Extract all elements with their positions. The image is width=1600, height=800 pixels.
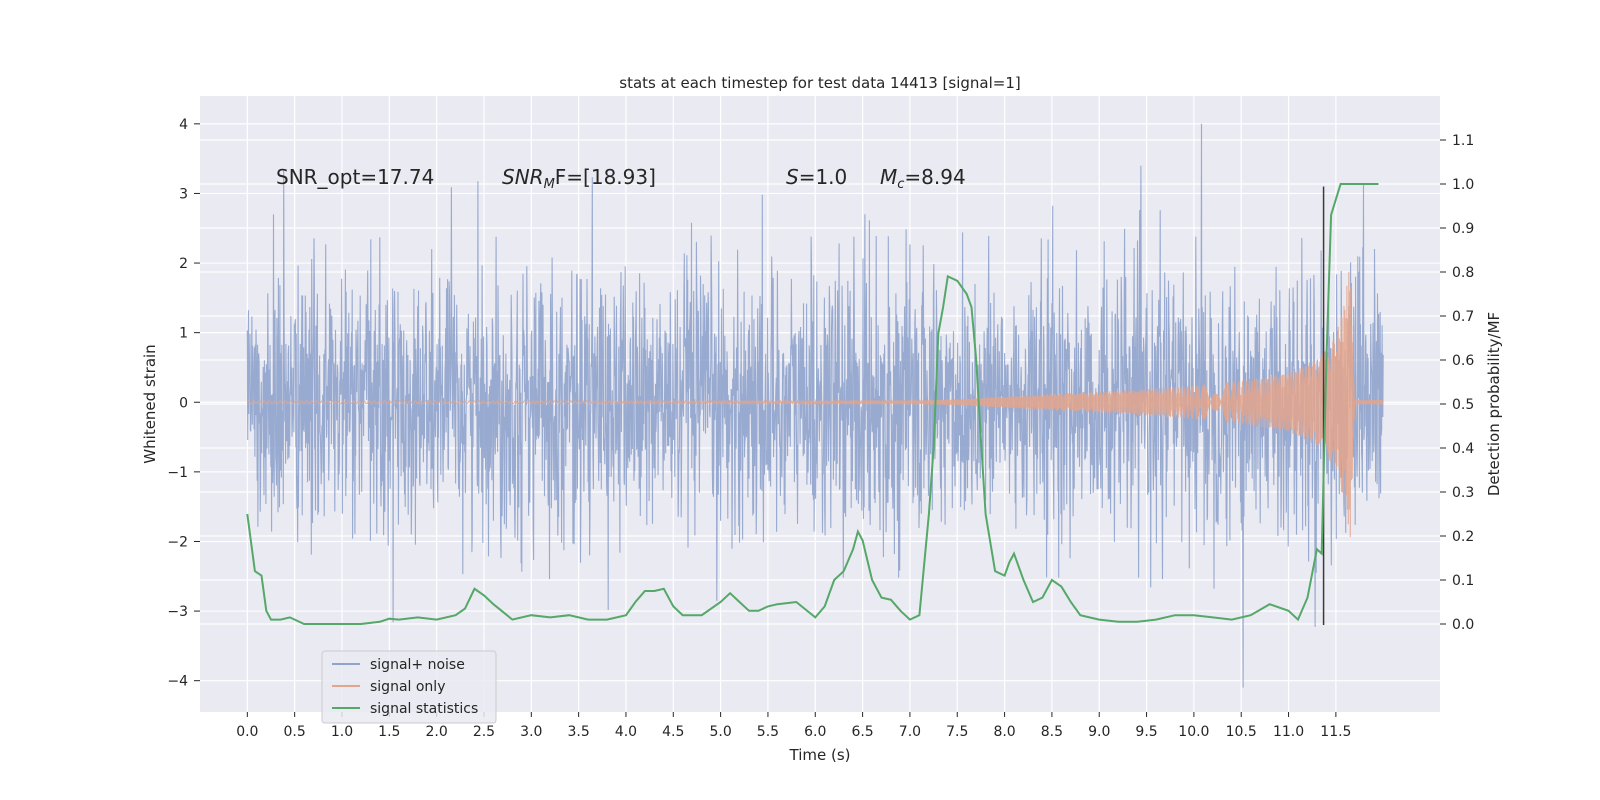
x-tick-label: 4.5 [662,724,684,740]
y-left-tick-label: −4 [167,674,188,690]
annotation-snr-opt: SNR_opt=17.74 [276,165,434,189]
x-tick-label: 6.0 [804,724,826,740]
signal-only-line [246,271,1384,538]
y-right-tick-label: 0.1 [1452,573,1474,589]
x-tick-label: 9.5 [1135,724,1157,740]
y-left-tick-label: −1 [167,465,188,481]
x-tick-label: 5.0 [709,724,731,740]
annotation-s-symbol: S [786,165,799,189]
y-right-tick-label: 0.7 [1452,309,1474,325]
x-tick-label: 11.5 [1320,724,1351,740]
y-right-tick-label: 0.3 [1452,485,1474,501]
legend-label-signal-statistics: signal statistics [370,701,478,717]
axes: 0.0 0.5 1.0 1.5 2.0 2.5 3.0 3.5 4.0 4.5 5.0 5.5 6.0 6… [167,117,1474,740]
y-right-tick-label: 1.1 [1452,133,1474,149]
y-right-tick-label: 0.2 [1452,529,1474,545]
legend-box [321,650,497,724]
y-right-tick-label: 0.9 [1452,221,1474,237]
data-layer [246,123,1384,688]
y-left-tick-label: 3 [179,186,188,202]
y-left-tick-label: 0 [179,395,188,411]
x-tick-label: 6.5 [851,724,873,740]
x-tick-label: 2.0 [426,724,448,740]
y-right-tick-label: 0.5 [1452,397,1474,413]
annotation-snr-mf-sub: M [544,177,555,192]
y-left-tick-label: 4 [179,117,188,133]
x-tick-label: 4.0 [615,724,637,740]
annotation-mc: Mc=8.94 [880,165,966,192]
x-tick-label: 8.5 [1041,724,1063,740]
y-right-tick-label: 0.4 [1452,441,1474,457]
annotation-mc-symbol: M [880,165,897,189]
annotation-snr-mf-rest: F=[18.93] [555,165,656,189]
signal-noise-line [246,123,1384,688]
x-tick-label: 2.5 [473,724,495,740]
x-tick-label: 3.0 [520,724,542,740]
chart-title: stats at each timestep for test data 144… [619,74,1020,92]
x-tick-label: 11.0 [1273,724,1304,740]
legend: signal+ noise signal only signal statist… [321,650,497,724]
y-right-tick-label: 1.0 [1452,177,1474,193]
y-right-tick-label: 0.0 [1452,617,1474,633]
signal-statistics-line [246,183,1379,625]
x-axis-label: Time (s) [789,746,851,764]
x-tick-label: 10.0 [1178,724,1209,740]
y-right-tick-label: 0.8 [1452,265,1474,281]
x-tick-label: 1.0 [331,724,353,740]
annotation-mc-sub: c [897,177,904,192]
y-axis-right-label: Detection probability/MF [1485,312,1503,496]
annotation-s: S=1.0 [786,165,847,189]
y-axis-left-label: Whitened strain [141,344,159,463]
x-tick-label: 10.5 [1226,724,1257,740]
x-tick-label: 7.5 [946,724,968,740]
x-tick-label: 3.5 [567,724,589,740]
x-tick-label: 0.0 [236,724,258,740]
x-tick-label: 0.5 [284,724,306,740]
annotation-snr-mf: SNRMF=[18.93] [502,165,656,192]
annotation-s-value: =1.0 [799,165,848,189]
annotation-snr-mf-main: SNR [502,165,544,189]
x-tick-label: 1.5 [378,724,400,740]
annotation-mc-value: =8.94 [904,165,965,189]
x-tick-label: 8.0 [993,724,1015,740]
x-tick-label: 9.0 [1088,724,1110,740]
x-tick-label: 5.5 [757,724,779,740]
legend-label-signal-noise: signal+ noise [370,657,465,673]
y-right-tick-label: 0.6 [1452,353,1474,369]
y-left-tick-label: 2 [179,256,188,272]
y-left-tick-label: 1 [179,326,188,342]
legend-label-signal-only: signal only [370,679,445,695]
y-left-tick-label: −3 [167,604,188,620]
x-tick-label: 7.0 [899,724,921,740]
y-left-tick-label: −2 [167,534,188,550]
